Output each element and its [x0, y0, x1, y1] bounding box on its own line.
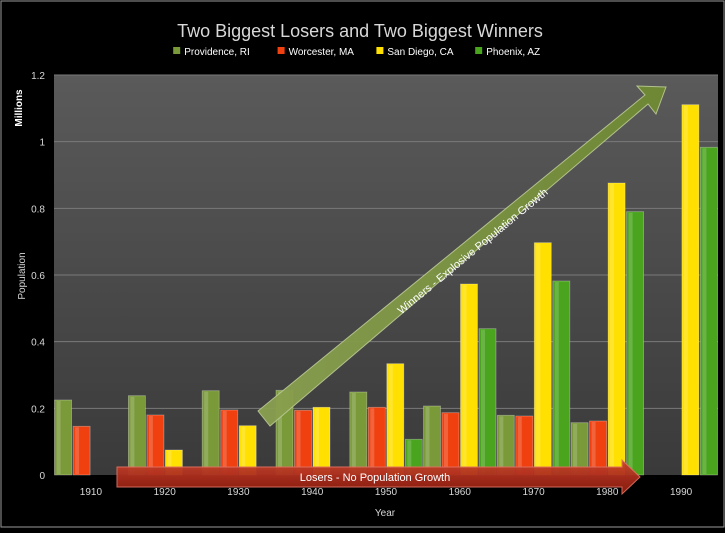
x-tick-label: 1970: [522, 487, 545, 498]
bar-highlight: [148, 416, 153, 474]
bar-highlight: [591, 422, 596, 474]
bar-highlight: [462, 285, 467, 474]
legend-swatch: [173, 47, 181, 54]
bars: [54, 104, 718, 476]
legend-label: Providence, RI: [184, 47, 250, 58]
bar: [72, 425, 91, 476]
y-axis-label: Population: [17, 252, 28, 299]
bar-highlight: [628, 212, 633, 474]
x-tick-label: 1910: [80, 487, 103, 498]
bar-highlight: [167, 451, 172, 474]
chart-title: Two Biggest Losers and Two Biggest Winne…: [177, 21, 543, 41]
bar-highlight: [554, 282, 559, 474]
legend: Providence, RI Worcester, MA San Diego, CA…: [173, 47, 540, 58]
y-tick-label: 0.4: [31, 338, 45, 349]
bar-highlight: [481, 329, 485, 474]
legend-label: San Diego, CA: [387, 47, 453, 58]
bar-highlight: [517, 417, 522, 474]
bar-highlight: [683, 105, 688, 474]
bar-highlight: [75, 427, 80, 474]
x-axis-label: Year: [375, 508, 396, 519]
x-tick-label: 1940: [301, 487, 324, 498]
bar: [700, 146, 718, 476]
legend-label: Worcester, MA: [289, 47, 355, 58]
bar-highlight: [610, 184, 615, 474]
bar-highlight: [425, 407, 430, 474]
y-tick-label: 0: [39, 471, 45, 482]
bar-highlight: [56, 401, 61, 474]
bar-highlight: [370, 408, 375, 474]
gridlines: [54, 74, 718, 409]
legend-label: Phoenix, AZ: [486, 47, 540, 58]
bar: [54, 399, 72, 476]
bar-highlight: [702, 148, 707, 475]
x-axis-ticks: 1910 1920 1930 1940 1950 1960 1970 1980 1990: [80, 487, 693, 498]
bar-highlight: [407, 440, 412, 474]
bar-highlight: [130, 396, 135, 474]
legend-swatch: [376, 47, 384, 54]
bar-highlight: [536, 243, 541, 474]
bar-highlight: [315, 408, 319, 474]
bar-highlight: [204, 391, 209, 474]
y-unit-label: Millions: [14, 89, 25, 127]
y-tick-label: 0.8: [31, 204, 45, 215]
bar-highlight: [388, 364, 393, 474]
bar-highlight: [278, 391, 282, 474]
bar-highlight: [444, 413, 448, 474]
bar: [681, 104, 700, 476]
bar-highlight: [241, 426, 246, 474]
legend-swatch: [475, 47, 483, 54]
x-tick-label: 1930: [227, 487, 250, 498]
losers-arrow: Losers - No Population Growth: [116, 458, 641, 496]
x-tick-label: 1980: [596, 487, 619, 498]
y-axis-ticks: 0 0.2 0.4 0.6 0.8 1 1.2: [31, 71, 45, 482]
x-tick-label: 1920: [154, 487, 177, 498]
x-tick-label: 1950: [375, 487, 398, 498]
x-tick-label: 1960: [449, 487, 472, 498]
losers-annotation: Losers - No Population Growth: [300, 472, 450, 484]
bar-highlight: [499, 416, 504, 474]
y-tick-label: 0.6: [31, 271, 45, 282]
y-tick-label: 0.2: [31, 404, 45, 415]
legend-swatch: [277, 47, 285, 54]
y-tick-label: 1: [39, 138, 45, 149]
bar-highlight: [573, 423, 578, 474]
bar-highlight: [222, 411, 227, 474]
bar-highlight: [351, 393, 356, 474]
y-tick-label: 1.2: [31, 71, 45, 82]
x-tick-label: 1990: [670, 487, 693, 498]
bar-highlight: [296, 411, 301, 474]
